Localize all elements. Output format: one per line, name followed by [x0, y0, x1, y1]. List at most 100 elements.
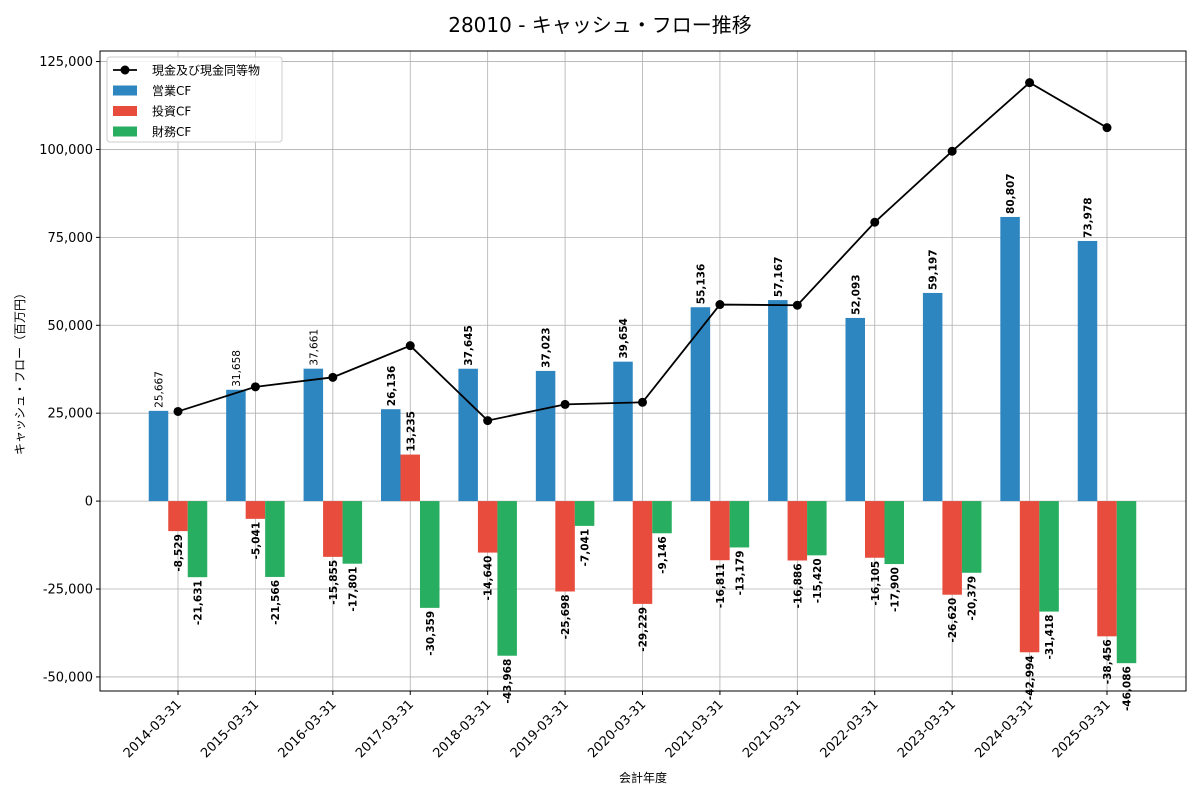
cash-line-point [560, 399, 570, 409]
cash-line-point [483, 416, 493, 426]
bar-value-label: -16,811 [715, 563, 727, 608]
bar-value-label: -17,900 [889, 567, 901, 612]
bar [420, 501, 440, 608]
x-tick-label: 2018-03-31 [430, 697, 494, 761]
y-tick-label: 125,000 [39, 55, 93, 70]
bar-value-label: 52,093 [850, 274, 862, 315]
bar [497, 501, 517, 656]
x-tick-label: 2021-03-31 [740, 697, 804, 761]
legend-label: 営業CF [152, 84, 191, 98]
x-tick-label: 2015-03-31 [198, 697, 262, 761]
bar-series [148, 216, 1137, 664]
bar-value-label: -9,146 [657, 536, 669, 574]
x-tick-label: 2016-03-31 [276, 697, 340, 761]
bar [729, 501, 750, 548]
y-tick-label: 0 [85, 495, 93, 510]
bar-value-labels: 25,667 31,658 37,661 26,136 37,645 37,023 39,6… [154, 173, 1134, 711]
bar [323, 501, 343, 557]
bar-value-label: 37,661 [308, 329, 320, 366]
legend-swatch [113, 85, 137, 96]
y-axis: -50,000 -25,000 0 25,000 50,000 75,000 100,000… [39, 55, 100, 685]
bar-value-label: 25,667 [154, 371, 166, 408]
bar [1097, 501, 1117, 637]
legend-box [106, 56, 283, 143]
bar-value-label: 26,136 [386, 366, 398, 407]
bar [961, 501, 982, 573]
bar-value-label: -20,379 [967, 576, 979, 621]
x-axis: 2014-03-31 2015-03-31 2016-03-31 2017-03-31… [121, 691, 1114, 761]
bar-value-label: -5,041 [250, 522, 262, 560]
bar [400, 454, 420, 502]
y-tick-label: -25,000 [43, 583, 93, 598]
bar-value-label: -26,620 [947, 598, 959, 643]
cash-line-point [173, 406, 183, 416]
bar [265, 501, 285, 577]
bar [807, 501, 827, 556]
bar-value-label: -30,359 [425, 611, 437, 656]
bar [613, 361, 633, 502]
bar [865, 501, 885, 558]
chart-title: 28010 - キャッシュ・フロー推移 [448, 13, 752, 37]
cash-line-series [173, 78, 1112, 426]
bar [845, 317, 865, 502]
bar-value-label: -29,229 [638, 607, 650, 652]
bar-value-label: -38,456 [1102, 639, 1114, 684]
x-tick-label: 2022-03-31 [818, 697, 882, 761]
bar-value-label: 37,645 [463, 325, 475, 366]
x-tick-label: 2017-03-31 [353, 697, 417, 761]
bar [922, 292, 943, 502]
bar-value-label: -31,418 [1044, 615, 1056, 660]
y-tick-label: -50,000 [43, 670, 93, 685]
bar-value-label: -21,631 [193, 580, 205, 625]
bar-value-label: -14,640 [483, 556, 495, 601]
bar-value-label: -46,086 [1122, 666, 1134, 711]
y-tick-label: 25,000 [48, 407, 94, 422]
bar-value-label: -21,566 [270, 580, 282, 625]
bar-value-label: -7,041 [580, 529, 592, 567]
x-tick-label: 2023-03-31 [895, 697, 959, 761]
x-tick-label: 2024-03-31 [972, 697, 1036, 761]
bar [1077, 240, 1098, 502]
cash-line-point [947, 146, 957, 156]
bar-value-label: -42,994 [1025, 655, 1037, 700]
cash-line-point [715, 300, 725, 310]
bar-value-label: 13,235 [405, 411, 417, 452]
cash-line-point [250, 382, 260, 392]
x-tick-label: 2019-03-31 [508, 697, 572, 761]
legend-label: 財務CF [152, 124, 191, 139]
bar [942, 501, 962, 595]
legend-marker-swatch [120, 65, 130, 75]
cash-line-point [792, 300, 802, 310]
cash-line-point [1025, 78, 1035, 88]
cash-line-point [638, 397, 647, 407]
bar [632, 501, 653, 604]
bar [787, 501, 808, 561]
x-tick-label: 2020-03-31 [585, 697, 649, 761]
legend-label: 投資CF [152, 104, 191, 119]
bar [690, 307, 711, 502]
x-tick-label: 2025-03-31 [1050, 697, 1114, 761]
bar [1116, 501, 1137, 664]
bar-value-label: 37,023 [541, 327, 553, 368]
y-tick-label: 75,000 [48, 231, 94, 246]
bar [574, 501, 595, 526]
bar [884, 501, 904, 565]
x-axis-label: 会計年度 [619, 770, 667, 785]
x-tick-label: 2021-03-31 [663, 697, 727, 761]
cash-line-point [405, 341, 415, 351]
bar-value-label: -25,698 [560, 594, 572, 639]
bar-value-label: 55,136 [695, 264, 707, 305]
bar [226, 389, 246, 502]
bar-value-label: 31,658 [231, 350, 243, 387]
legend-swatch [113, 106, 137, 116]
bar [1019, 501, 1040, 653]
bar-value-label: 39,654 [618, 318, 630, 359]
bar [1039, 501, 1059, 612]
bar [381, 409, 401, 502]
bar [187, 501, 208, 578]
bar-value-label: -15,420 [812, 558, 824, 603]
bar [303, 368, 324, 502]
bar [535, 370, 556, 502]
